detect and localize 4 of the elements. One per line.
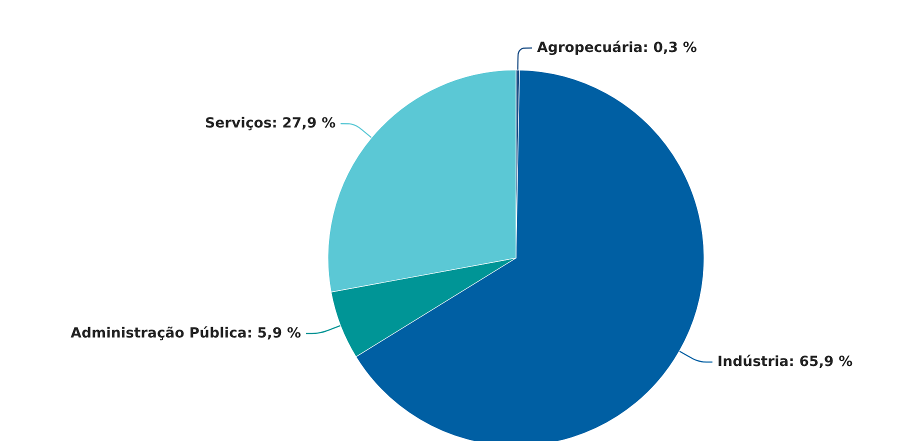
slice-label: Agropecuária: 0,3 % — [536, 40, 697, 56]
slice-label: Administração Pública: 5,9 % — [70, 325, 302, 342]
slice-label: Indústria: 65,9 % — [717, 354, 853, 370]
slice-label: Serviços: 27,9 % — [205, 116, 336, 132]
